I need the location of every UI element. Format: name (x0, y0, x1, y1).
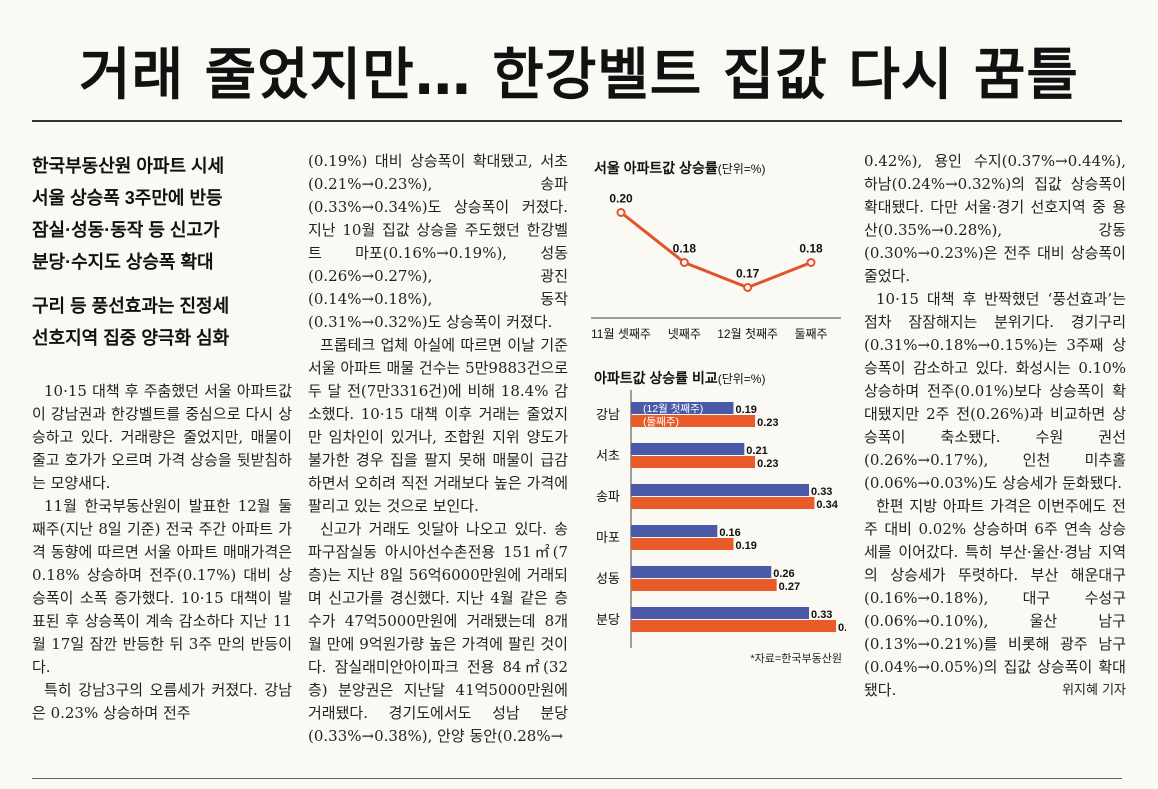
bar-value-label: 0.33 (811, 609, 832, 621)
column-4: 0.42%), 용인 수지(0.37%→0.44%), 하남(0.24%→0.3… (864, 150, 1126, 702)
line-point (743, 283, 753, 292)
column-1: 한국부동산원 아파트 시세 서울 상승폭 3주만에 반등 잠실·성동·동작 등 … (32, 150, 292, 725)
body-paragraph: 신고가 거래도 잇달아 나오고 있다. 송파구잠실동 아시아선수촌전용 151㎡… (308, 520, 568, 745)
category-label: 송파 (596, 489, 620, 504)
body-paragraph: 0.42%), 용인 수지(0.37%→0.44%), 하남(0.24%→0.3… (864, 152, 1126, 285)
x-tick-label: 11월 셋째주 (591, 327, 651, 341)
line-point (679, 258, 689, 267)
byline: 위지혜 기자 (1062, 683, 1126, 698)
bar-chart-unit: (단위=%) (717, 372, 766, 386)
category-label: 마포 (596, 530, 620, 545)
subhead-line: 선호지역 집중 양극화 심화 (32, 328, 230, 348)
line-point (616, 208, 626, 217)
bar (631, 484, 810, 496)
point-label: 0.18 (799, 242, 823, 256)
bar (631, 525, 718, 537)
line-series (620, 211, 812, 290)
line-chart-title-text: 서울 아파트값 상승률 (594, 160, 718, 176)
bar-value-label: 0.38 (838, 622, 846, 634)
body-paragraph: 한편 지방 아파트 가격은 이번주에도 전주 대비 0.02% 상승하며 6주 … (864, 497, 1126, 699)
bar (631, 579, 777, 591)
bar-value-label: 0.27 (779, 581, 800, 593)
bar-value-label: 0.21 (746, 445, 767, 457)
bar (631, 443, 745, 455)
bar (631, 497, 815, 509)
body-paragraph: 특히 강남3구의 오름세가 커졌다. 강남은 0.23% 상승하며 전주 (32, 681, 292, 722)
bar-value-label: 0.23 (757, 458, 778, 470)
chart-source: *자료=한국부동산원 (750, 653, 842, 665)
subhead-line: 잠실·성동·동작 등 신고가 (32, 220, 220, 240)
category-label: 서초 (596, 448, 620, 463)
bottom-rule (32, 778, 1122, 779)
bar-chart-title: 아파트값 상승률 비교(단위=%) (594, 368, 765, 388)
point-label: 0.20 (609, 192, 633, 206)
subhead-line: 서울 상승폭 3주만에 반등 (32, 188, 223, 208)
charts-panel: 서울 아파트값 상승률(단위=%) 0.20 0.18 0.17 0.18 11월 셋째… (586, 150, 846, 670)
bar-value-label: 0.19 (736, 540, 757, 552)
column-2: (0.19%) 대비 상승폭이 확대됐고, 서초(0.21%→0.23%), 송… (308, 150, 568, 748)
bar-value-label: 0.19 (736, 404, 757, 416)
point-label: 0.18 (673, 242, 697, 256)
subhead-line: 분당·수지도 상승폭 확대 (32, 252, 214, 272)
bar-value-label: 0.34 (816, 499, 838, 511)
bar (631, 402, 734, 414)
x-tick-label: 12월 첫째주 (717, 327, 778, 341)
legend-label: (12월 첫째주) (643, 403, 703, 415)
line-chart-unit: (단위=%) (717, 162, 766, 176)
bar-value-label: 0.23 (757, 417, 778, 429)
bar (631, 456, 756, 468)
subheads: 한국부동산원 아파트 시세 서울 상승폭 3주만에 반등 잠실·성동·동작 등 … (32, 150, 292, 278)
legend-label: (둘째주) (643, 416, 679, 428)
line-chart: 0.20 0.18 0.17 0.18 11월 셋째주 넷째주 12월 첫째주 둘째주 (591, 192, 841, 341)
x-tick-label: 넷째주 (668, 327, 701, 341)
subhead-line: 구리 등 풍선효과는 진정세 (32, 296, 230, 316)
body-paragraph: 10·15 대책 후 주춤했던 서울 아파트값이 강남권과 한강벨트를 중심으로… (32, 382, 292, 492)
line-chart-title: 서울 아파트값 상승률(단위=%) (594, 158, 765, 178)
bar-chart-title-text: 아파트값 상승률 비교 (594, 370, 718, 386)
x-tick-label: 둘째주 (794, 327, 827, 341)
body-paragraph: 11월 한국부동산원이 발표한 12월 둘째주(지난 8일 기준) 전국 주간 … (32, 497, 292, 676)
point-label: 0.17 (736, 267, 760, 281)
subheads-2: 구리 등 풍선효과는 진정세 선호지역 집중 양극화 심화 (32, 290, 292, 354)
headline-rule (32, 120, 1122, 122)
line-point (806, 258, 816, 267)
category-label: 성동 (596, 571, 620, 586)
headline: 거래 줄었지만… 한강벨트 집값 다시 꿈틀 (79, 43, 1079, 108)
body-paragraph: 10·15 대책 후 반짝했던 ‘풍선효과’는 점차 잠잠해지는 분위기다. 경… (864, 290, 1126, 492)
body-paragraph: 프롭테크 업체 아실에 따르면 이날 기준 서울 아파트 매물 건수는 5만98… (308, 336, 568, 515)
bar (631, 620, 836, 632)
bar (631, 415, 756, 427)
bar (631, 607, 810, 619)
category-label: 분당 (596, 612, 620, 627)
body-paragraph: (0.19%) 대비 상승폭이 확대됐고, 서초(0.21%→0.23%), 송… (308, 152, 568, 331)
bar-value-label: 0.26 (773, 568, 794, 580)
subhead-line: 한국부동산원 아파트 시세 (32, 156, 225, 176)
bar-value-label: 0.16 (719, 527, 740, 539)
bar (631, 538, 734, 550)
category-label: 강남 (596, 407, 620, 422)
bar-value-label: 0.33 (811, 486, 832, 498)
bar (631, 566, 772, 578)
